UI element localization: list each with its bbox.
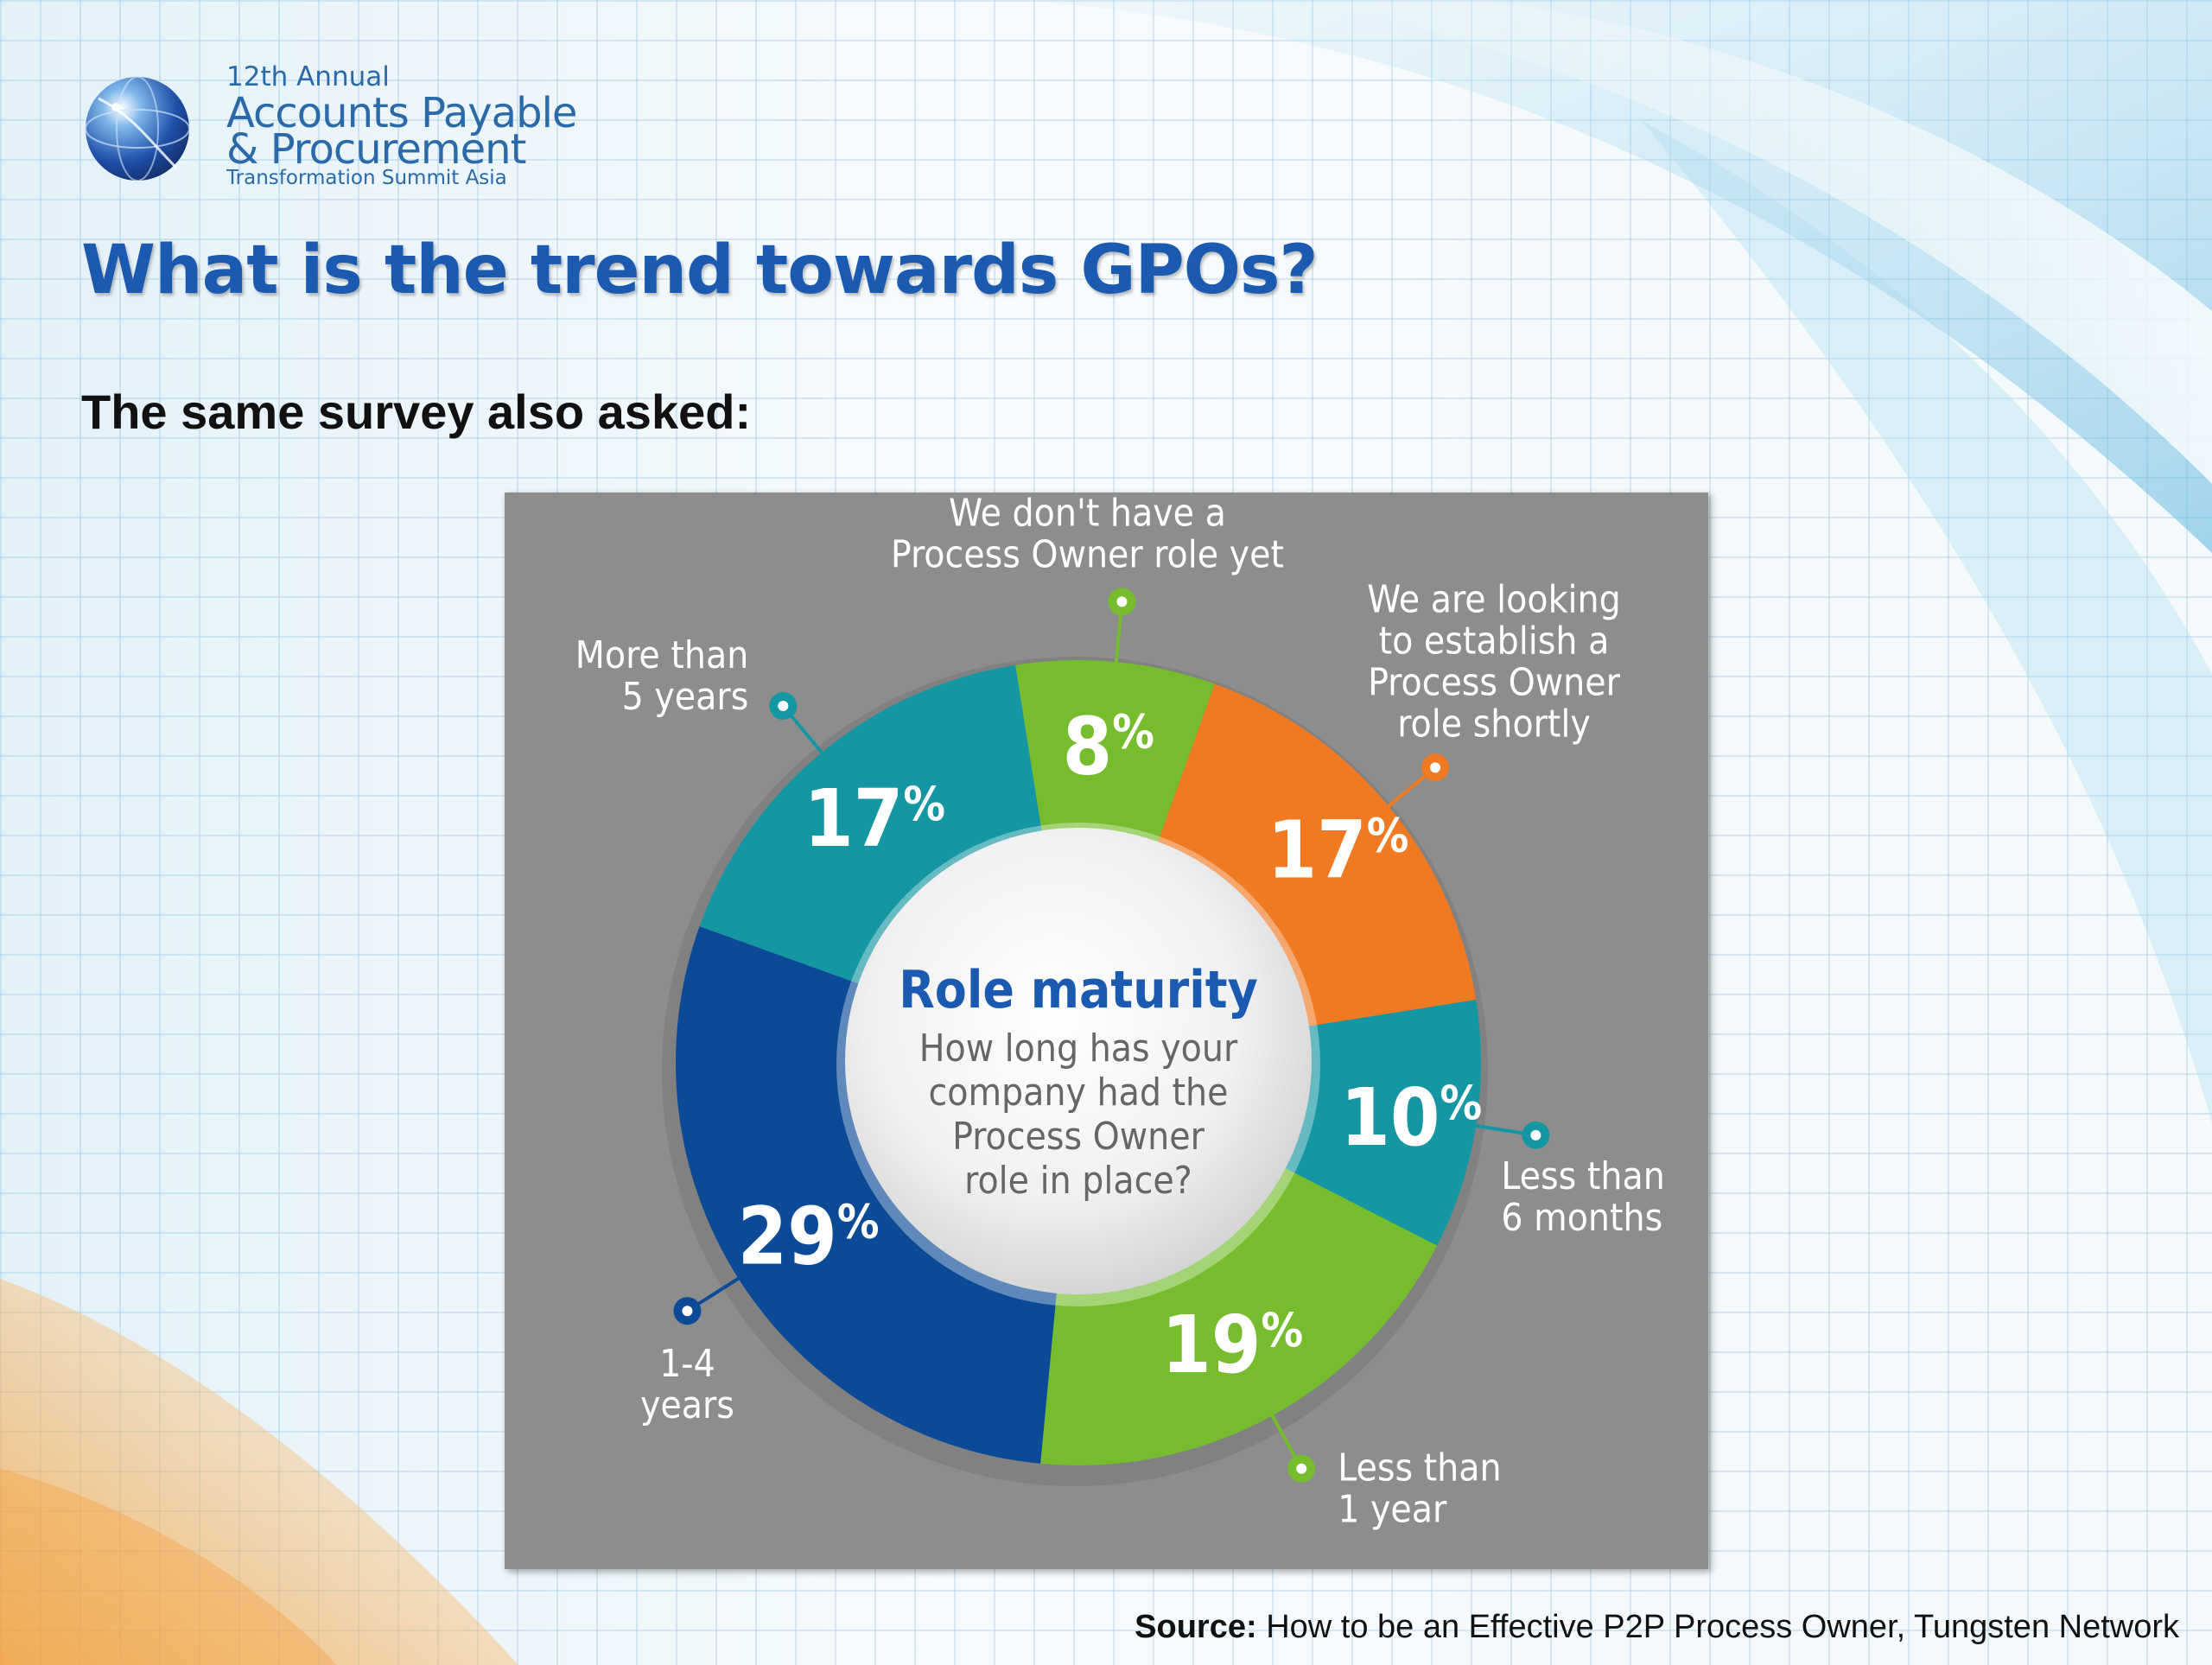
center-title: Role maturity [899,960,1258,1020]
category-label-we-don-t-have-a-process-owner-role-yet-line1: We don't have a [949,493,1226,535]
source-label: Source: [1135,1609,1257,1645]
center-question-line3: Process Owner [952,1115,1205,1159]
leader-dot-center-we-don-t-have-a-process-owner-role-yet [1116,596,1128,607]
logo-name-line1: Accounts Payable [226,89,577,137]
leader-dot-center-less-than-1-year [1296,1463,1307,1474]
percent-sign: % [1367,808,1409,862]
slice-we-are-looking-to-establish-a-process-owner-role-shortly [1151,683,1477,1029]
chart-panel: 8% 17% 10% 19% 29% 17% Role maturity How long … [505,493,1708,1569]
percent-sign: % [1261,1303,1303,1357]
category-label-we-are-looking-to-establish-a-process-owner-role-shortly-line4: role shortly [1397,702,1591,746]
center-question-line4: role in place? [964,1159,1192,1203]
percent-sign: % [1440,1076,1482,1130]
donut-hole [845,828,1312,1294]
category-label-more-than-5-years-line1: More than [575,633,749,677]
slice-less-than-1-year [1040,1160,1438,1465]
globe-logo-icon [85,76,190,181]
category-label-less-than-1-year-line1: Less than [1338,1446,1501,1490]
slice-less-than-6-months [1270,1000,1481,1246]
percent-sign: % [1112,705,1154,759]
leader-dot-center-1-4-years [682,1306,693,1317]
category-label-less-than-6-months-line1: Less than [1501,1154,1664,1198]
category-label-we-are-looking-to-establish-a-process-owner-role-shortly-line3: Process Owner [1368,660,1621,704]
logo-edition: 12th Annual [226,61,390,92]
logo-name-line2: & Procurement [226,125,526,174]
slice-1-4-years [675,926,1058,1464]
category-label-more-than-5-years-line2: 5 years [622,675,749,719]
category-label-we-are-looking-to-establish-a-process-owner-role-shortly-line2: to establish a [1379,619,1610,663]
category-label-we-don-t-have-a-process-owner-role-yet-line2: Process Owner role yet [891,532,1284,576]
category-label-1-4-years-line1: 1-4 [659,1342,715,1386]
category-label-we-are-looking-to-establish-a-process-owner-role-shortly-line1: We are looking [1367,577,1621,621]
slide-subtitle: The same survey also asked: [81,384,752,439]
source-citation: Source: How to be an Effective P2P Proce… [1135,1609,2179,1646]
leader-dot-center-we-are-looking-to-establish-a-process-owner-role-shortly [1429,762,1440,773]
percent-sign: % [837,1194,880,1249]
leader-dot-center-more-than-5-years [778,701,789,712]
summit-logo-text: 12th Annual Accounts Payable & Procureme… [226,61,577,189]
percent-sign: % [903,777,945,831]
leader-dot-center-less-than-6-months [1530,1129,1541,1141]
center-question-line2: company had the [928,1071,1228,1115]
slide-title: What is the trend towards GPOs? [81,232,1319,309]
logo-tagline: Transformation Summit Asia [226,167,507,189]
value-label-less-than-1-year: 19% [1161,1299,1303,1391]
center-question-line1: How long has your [919,1026,1238,1071]
slice-more-than-5-years [699,664,1045,990]
category-label-1-4-years-line2: years [640,1383,734,1427]
slice-we-don-t-have-a-process-owner-role-yet [1015,660,1215,860]
category-label-less-than-1-year-line2: 1 year [1338,1488,1447,1532]
source-text: How to be an Effective P2P Process Owner… [1256,1609,2179,1645]
category-label-less-than-6-months-line2: 6 months [1501,1196,1662,1240]
